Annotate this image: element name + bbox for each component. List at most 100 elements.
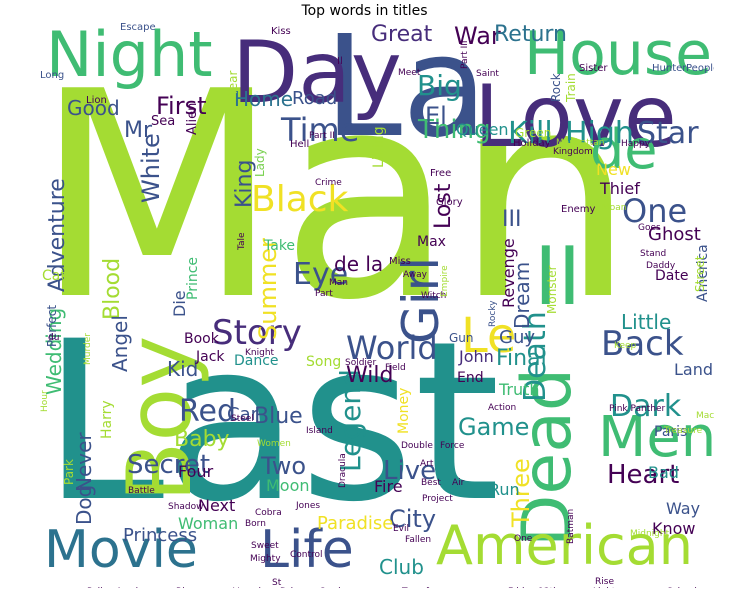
cloud-word: Rise: [595, 577, 614, 587]
cloud-word: Kingdom: [553, 147, 593, 157]
cloud-word: Movie: [44, 520, 198, 580]
cloud-word: Book: [184, 331, 219, 347]
cloud-word: de: [590, 118, 658, 181]
cloud-word: Back: [601, 324, 684, 364]
cloud-word: Long: [40, 70, 65, 81]
cloud-word: Rock: [549, 73, 563, 102]
cloud-word: Next: [198, 496, 236, 515]
cloud-word: Crime: [315, 178, 342, 188]
cloud-word: Max: [417, 234, 446, 250]
cloud-word: Manhattan: [556, 138, 605, 148]
cloud-word: Daddy: [646, 261, 676, 271]
cloud-word: Best: [421, 478, 441, 488]
cloud-word: Cat: [42, 268, 66, 284]
cloud-word: Glory: [436, 197, 463, 208]
chart-title: Top words in titles: [301, 3, 428, 19]
cloud-word: Good: [67, 96, 120, 120]
cloud-word: Story: [212, 313, 302, 353]
cloud-word: Year: [226, 70, 240, 96]
cloud-word: Revenge: [499, 238, 518, 308]
cloud-word: Park: [62, 459, 76, 485]
cloud-word: Moan: [602, 203, 627, 213]
cloud-word: Guy: [499, 327, 536, 348]
cloud-word: Double: [401, 441, 433, 451]
cloud-word: Thief: [600, 179, 640, 198]
cloud-word: First: [156, 92, 207, 120]
cloud-word: Bad: [648, 463, 679, 482]
cloud-word: Blue: [254, 404, 303, 429]
cloud-word: Fire: [374, 477, 403, 496]
cloud-word: Miss: [389, 256, 411, 267]
cloud-word: Part: [315, 289, 333, 299]
cloud-word: Hour: [40, 390, 50, 412]
cloud-word: Run: [489, 480, 520, 499]
cloud-word: Return: [494, 22, 568, 47]
cloud-word: Way: [666, 499, 701, 518]
cloud-word: Road: [292, 88, 338, 109]
cloud-word: Kill: [508, 116, 553, 151]
cloud-word: Sweet: [251, 541, 279, 551]
cloud-word: Fallen: [405, 535, 432, 545]
cloud-word: Project: [422, 494, 453, 504]
cloud-word: War: [454, 22, 501, 50]
cloud-word: Great: [371, 22, 433, 47]
cloud-word: Day: [232, 23, 402, 123]
cloud-word: Truth: [499, 380, 540, 399]
cloud-word: Kid: [167, 357, 199, 381]
cloud-word: Queen: [456, 120, 509, 139]
cloud-word: Enemy: [561, 204, 596, 215]
cloud-word: Die: [170, 290, 189, 317]
cloud-word: John: [459, 347, 494, 366]
cloud-word: Dracula: [338, 453, 348, 488]
cloud-word: Green: [515, 126, 552, 140]
cloud-word: One: [514, 534, 533, 544]
cloud-word: Street: [693, 255, 707, 292]
cloud-word: Final: [496, 346, 547, 371]
cloud-word: Take: [264, 238, 296, 254]
cloud-word: Mr: [124, 118, 153, 143]
cloud-word: Force: [440, 441, 465, 451]
cloud-word: Jones: [296, 501, 321, 511]
cloud-word: Lion: [86, 95, 107, 106]
cloud-word: Little: [621, 310, 672, 334]
cloud-word: City: [389, 505, 437, 533]
cloud-word: Keep: [614, 341, 637, 351]
cloud-word: Home: [234, 87, 294, 111]
cloud-word: Big: [417, 69, 462, 102]
cloud-word: Il: [337, 56, 343, 67]
cloud-word: III: [502, 207, 522, 232]
cloud-word: Shadow: [168, 502, 204, 512]
cloud-word: Baby: [174, 427, 230, 452]
cloud-word: Born: [245, 519, 266, 529]
cloud-word: Game: [458, 413, 530, 441]
cloud-word: Empire: [440, 265, 450, 297]
cloud-word: du: [48, 333, 60, 343]
cloud-word: Le: [461, 308, 517, 364]
cloud-word: Machine: [696, 411, 714, 421]
cloud-word: Song: [306, 354, 342, 370]
cloud-word: Four: [178, 462, 214, 481]
cloud-word: Women: [257, 439, 291, 449]
cloud-word: Princess: [123, 525, 198, 546]
cloud-word: Ghost: [648, 224, 701, 245]
cloud-word: Night: [46, 22, 213, 91]
cloud-word: Battle: [128, 486, 155, 496]
cloud-word: White: [137, 133, 165, 203]
cloud-word: Car: [227, 404, 258, 425]
cloud-word: Away: [403, 270, 427, 280]
cloud-word: Blood: [100, 257, 125, 320]
cloud-word: Air: [452, 478, 465, 488]
cloud-word: Love: [474, 67, 677, 167]
cloud-word: Happy: [621, 139, 651, 149]
cloud-word: Control: [290, 550, 323, 560]
cloud-word: World: [346, 329, 438, 367]
cloud-word: Pink Panther: [609, 404, 666, 414]
cloud-word: Monster: [545, 265, 559, 314]
cloud-word: Holiday: [513, 138, 551, 149]
cloud-word: Witch: [421, 291, 447, 301]
cloud-word: Dark: [610, 389, 682, 424]
cloud-word: Cobra: [255, 508, 282, 518]
cloud-word: Murder: [83, 333, 93, 365]
cloud-word: Action: [488, 403, 517, 413]
cloud-word: Live: [383, 456, 437, 486]
